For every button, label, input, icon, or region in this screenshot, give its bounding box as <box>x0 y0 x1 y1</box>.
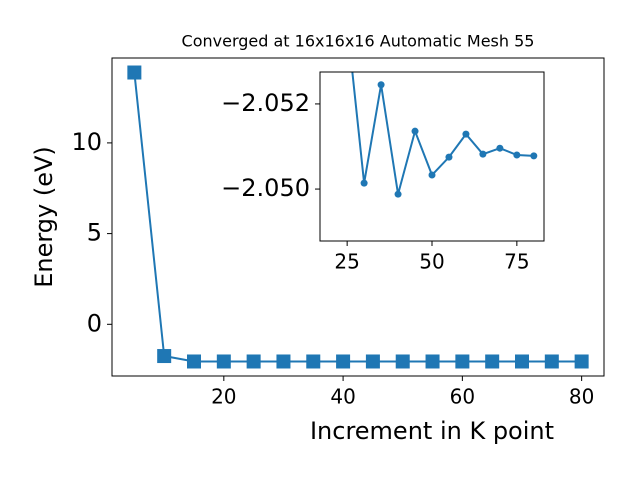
data-marker <box>455 354 470 369</box>
plot-clip <box>127 65 589 369</box>
plot-area <box>320 72 544 241</box>
x-tick-label: 50 <box>419 250 444 274</box>
data-marker <box>246 354 261 369</box>
data-marker <box>485 354 500 369</box>
x-tick-label: 80 <box>569 385 594 409</box>
y-axis-label: Energy (eV) <box>30 146 58 288</box>
data-marker <box>306 354 321 369</box>
data-marker <box>462 130 470 138</box>
x-axis-label: Increment in K point <box>310 417 554 445</box>
y-tick-label: 0 <box>87 309 102 337</box>
y-tick-label: 5 <box>87 219 102 247</box>
x-tick-label: 25 <box>334 250 359 274</box>
data-marker <box>544 354 559 369</box>
chart-title: Converged at 16x16x16 Automatic Mesh 55 <box>182 32 535 51</box>
data-marker <box>127 65 142 80</box>
data-line <box>133 72 582 363</box>
x-tick-label: 75 <box>504 250 529 274</box>
data-marker <box>365 354 380 369</box>
data-marker <box>445 153 453 161</box>
x-tick-label: 60 <box>450 385 475 409</box>
data-marker <box>530 152 538 160</box>
data-marker <box>276 354 291 369</box>
data-marker <box>394 190 402 198</box>
y-tick-label: −2.050 <box>221 174 310 202</box>
data-marker <box>216 354 231 369</box>
y-tick-label: −2.052 <box>221 89 310 117</box>
data-marker <box>360 179 368 187</box>
data-marker <box>574 354 589 369</box>
data-marker <box>336 354 351 369</box>
axes-frame <box>111 57 605 377</box>
data-marker <box>515 354 529 369</box>
data-marker <box>428 171 436 179</box>
data-marker <box>425 354 440 369</box>
data-marker <box>513 151 521 159</box>
data-marker <box>157 349 172 364</box>
data-marker <box>479 150 487 158</box>
data-marker <box>187 354 201 369</box>
data-marker <box>344 20 351 27</box>
x-tick-label: 20 <box>211 385 236 409</box>
x-tick-label: 40 <box>330 385 355 409</box>
data-marker <box>395 354 410 369</box>
data-marker <box>496 144 504 152</box>
data-marker <box>411 127 419 135</box>
data-marker <box>377 81 385 89</box>
y-tick-label: 10 <box>71 128 102 156</box>
plot-clip <box>344 20 538 198</box>
